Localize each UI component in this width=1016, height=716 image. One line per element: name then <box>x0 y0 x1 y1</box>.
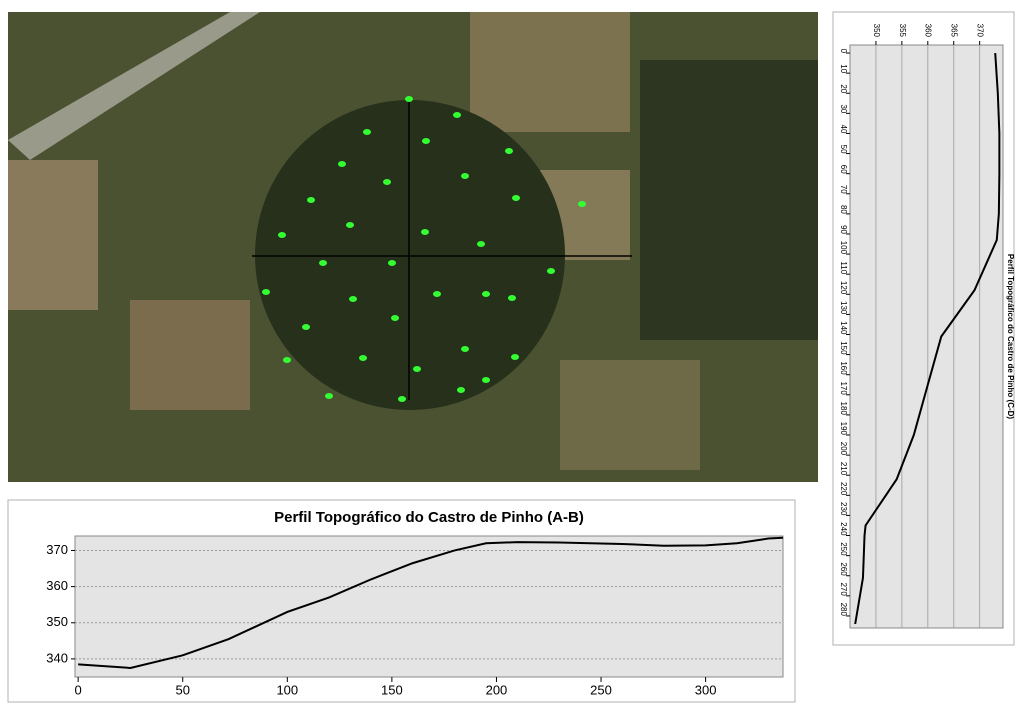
x-tick-label: 50 <box>175 682 189 697</box>
x-tick-label: 280 <box>839 603 848 617</box>
x-tick-label: 50 <box>839 145 848 154</box>
x-tick-label: 170 <box>839 381 848 395</box>
x-tick-label: 70 <box>839 185 848 194</box>
y-tick-label: 370 <box>46 542 68 557</box>
x-tick-label: 140 <box>839 321 848 335</box>
x-tick-label: 60 <box>839 165 848 174</box>
x-tick-label: 160 <box>839 361 848 375</box>
vineyard <box>560 360 700 470</box>
x-tick-label: 130 <box>839 301 848 315</box>
x-tick-label: 20 <box>839 84 848 93</box>
x-tick-label: 100 <box>839 241 848 255</box>
aerial-photo <box>8 12 818 482</box>
x-tick-label: 150 <box>381 682 403 697</box>
x-tick-label: 230 <box>839 502 848 516</box>
x-tick-label: 110 <box>839 261 848 274</box>
x-tick-label: 120 <box>839 281 848 295</box>
x-tick-label: 0 <box>75 682 82 697</box>
x-tick-label: 10 <box>839 64 848 73</box>
forest <box>640 60 818 340</box>
field <box>470 12 630 132</box>
x-tick-label: 80 <box>839 205 848 214</box>
x-tick-label: 200 <box>839 442 848 456</box>
y-tick-label: 365 <box>950 24 959 38</box>
x-tick-label: 300 <box>695 682 717 697</box>
x-tick-label: 240 <box>839 522 848 536</box>
x-tick-label: 200 <box>486 682 508 697</box>
x-tick-label: 100 <box>276 682 298 697</box>
y-tick-label: 350 <box>46 614 68 629</box>
page: 340350360370050100150200250300Perfil Top… <box>0 0 1016 716</box>
x-tick-label: 250 <box>590 682 612 697</box>
village <box>8 160 98 310</box>
figure: 340350360370050100150200250300Perfil Top… <box>0 0 1016 716</box>
y-tick-label: 355 <box>898 24 907 38</box>
x-tick-label: 30 <box>839 104 848 113</box>
x-tick-label: 180 <box>839 402 848 416</box>
x-tick-label: 220 <box>839 482 848 496</box>
y-tick-label: 370 <box>976 24 985 38</box>
x-tick-label: 40 <box>839 125 848 134</box>
y-tick-label: 340 <box>46 650 68 665</box>
y-tick-label: 360 <box>924 24 933 38</box>
x-tick-label: 260 <box>839 562 848 576</box>
chart-title: Perfil Topográfico do Castro de Pinho (C… <box>1006 254 1015 420</box>
x-tick-label: 270 <box>839 582 848 596</box>
x-tick-label: 0 <box>839 49 848 54</box>
y-tick-label: 360 <box>46 578 68 593</box>
chart-title: Perfil Topográfico do Castro de Pinho (A… <box>274 509 584 526</box>
x-tick-label: 210 <box>839 462 848 476</box>
x-tick-label: 90 <box>839 225 848 234</box>
terraces <box>130 300 250 410</box>
hill-forest <box>255 100 565 410</box>
x-tick-label: 250 <box>839 542 848 556</box>
x-tick-label: 190 <box>839 422 848 436</box>
x-tick-label: 150 <box>839 341 848 355</box>
y-tick-label: 350 <box>872 24 881 38</box>
